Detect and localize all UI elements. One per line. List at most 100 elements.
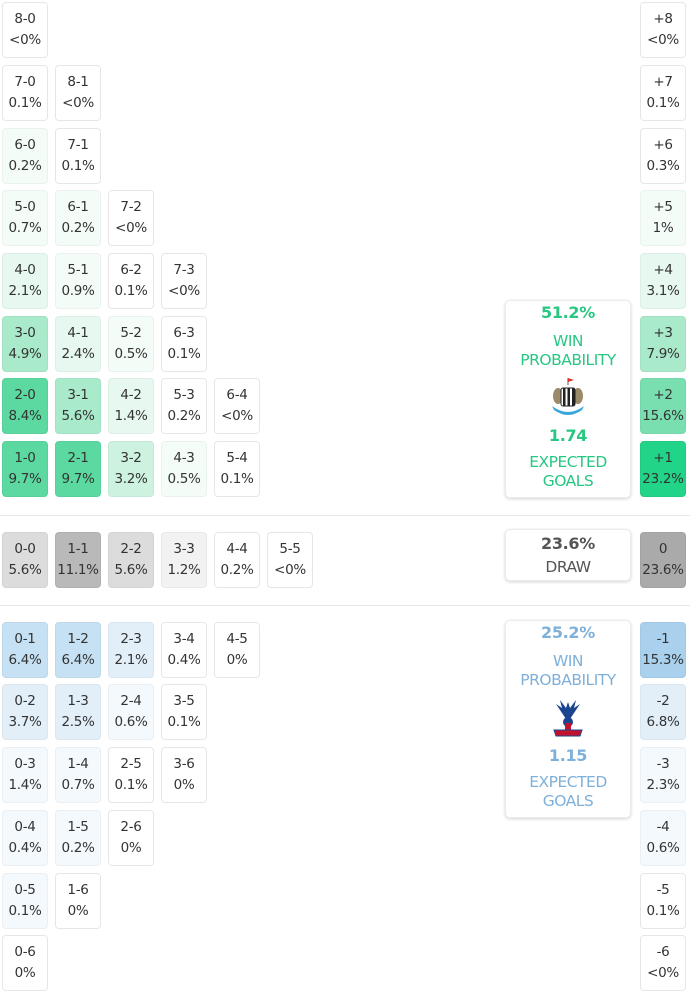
- cell-score: -1: [656, 631, 670, 647]
- cell-score: 2-5: [120, 756, 142, 772]
- cell-probability: 5.6%: [8, 562, 42, 578]
- cell-probability: 0.7%: [8, 220, 42, 236]
- home-win-score-cell: 5-3 0.2%: [161, 378, 207, 434]
- cell-probability: 0.2%: [220, 562, 254, 578]
- cell-probability: 2.1%: [114, 652, 148, 668]
- cell-probability: 0.1%: [8, 95, 42, 111]
- divider-top: [0, 515, 690, 516]
- cell-score: 1-6: [67, 882, 89, 898]
- home-xg-label-2: GOALS: [542, 472, 594, 490]
- cell-probability: 3.7%: [8, 714, 42, 730]
- home-win-score-cell: 1-0 9.7%: [2, 441, 48, 497]
- cell-score: 5-2: [120, 325, 142, 341]
- goal-margin-cell: +4 3.1%: [640, 253, 686, 309]
- draw-score-cell: 4-4 0.2%: [214, 532, 260, 588]
- home-win-score-cell: 7-1 0.1%: [55, 128, 101, 184]
- cell-score: 1-5: [67, 819, 89, 835]
- cell-score: 4-2: [120, 387, 142, 403]
- cell-score: 3-5: [173, 693, 195, 709]
- cell-score: -4: [656, 819, 670, 835]
- cell-probability: 0.2%: [8, 158, 42, 174]
- away-win-score-cell: 1-3 2.5%: [55, 684, 101, 740]
- draw-score-cell: 3-3 1.2%: [161, 532, 207, 588]
- cell-score: +5: [653, 199, 673, 215]
- cell-score: 3-2: [120, 450, 142, 466]
- cell-score: +3: [653, 325, 673, 341]
- home-xg: 1.74: [548, 426, 588, 445]
- cell-score: 1-4: [67, 756, 89, 772]
- away-win-score-cell: 0-5 0.1%: [2, 873, 48, 929]
- draw-score-cell: 1-1 11.1%: [55, 532, 101, 588]
- cell-score: 0-1: [14, 631, 36, 647]
- draw-pct: 23.6%: [540, 534, 595, 553]
- goal-margin-cell: +8 <0%: [640, 2, 686, 58]
- cell-score: 7-0: [14, 74, 36, 90]
- home-win-score-cell: 6-1 0.2%: [55, 190, 101, 246]
- cell-probability: 0%: [120, 840, 142, 856]
- goal-margin-cell: +3 7.9%: [640, 316, 686, 372]
- cell-score: 4-0: [14, 262, 36, 278]
- home-win-score-cell: 2-0 8.4%: [2, 378, 48, 434]
- away-win-score-cell: 2-3 2.1%: [108, 622, 154, 678]
- cell-probability: 0.9%: [61, 283, 95, 299]
- cell-score: +2: [653, 387, 673, 403]
- away-xg: 1.15: [548, 746, 588, 765]
- cell-probability: 0.1%: [167, 346, 201, 362]
- cell-score: 5-4: [226, 450, 248, 466]
- away-win-score-cell: 0-1 6.4%: [2, 622, 48, 678]
- cell-probability: <0%: [62, 95, 94, 111]
- away-win-score-cell: 0-2 3.7%: [2, 684, 48, 740]
- cell-score: 7-2: [120, 199, 142, 215]
- cell-probability: 15.3%: [642, 652, 684, 668]
- goal-margin-cell: +7 0.1%: [640, 65, 686, 121]
- cell-probability: 0%: [67, 903, 89, 919]
- cell-probability: 9.7%: [61, 471, 95, 487]
- cell-probability: 0.6%: [646, 840, 680, 856]
- home-win-score-cell: 4-3 0.5%: [161, 441, 207, 497]
- cell-probability: 0.6%: [114, 714, 148, 730]
- home-win-score-cell: 6-0 0.2%: [2, 128, 48, 184]
- cell-score: 5-0: [14, 199, 36, 215]
- home-win-score-cell: 8-1 <0%: [55, 65, 101, 121]
- home-win-score-cell: 7-0 0.1%: [2, 65, 48, 121]
- goal-margin-cell: 0 23.6%: [640, 532, 686, 588]
- home-win-score-cell: 7-2 <0%: [108, 190, 154, 246]
- cell-probability: 0.4%: [8, 840, 42, 856]
- home-win-score-cell: 6-3 0.1%: [161, 316, 207, 372]
- home-win-score-cell: 8-0 <0%: [2, 2, 48, 58]
- cell-probability: 0.1%: [646, 95, 680, 111]
- cell-probability: 0%: [226, 652, 248, 668]
- cell-score: 1-1: [67, 541, 89, 557]
- cell-score: 0-4: [14, 819, 36, 835]
- goal-margin-cell: +6 0.3%: [640, 128, 686, 184]
- home-win-score-cell: 3-0 4.9%: [2, 316, 48, 372]
- home-win-score-cell: 5-1 0.9%: [55, 253, 101, 309]
- home-win-score-cell: 4-0 2.1%: [2, 253, 48, 309]
- cell-score: 3-0: [14, 325, 36, 341]
- cell-score: 0-6: [14, 944, 36, 960]
- cell-score: 6-2: [120, 262, 142, 278]
- crystal-palace-crest-icon: [553, 700, 583, 737]
- away-win-score-cell: 4-5 0%: [214, 622, 260, 678]
- away-win-score-cell: 0-3 1.4%: [2, 747, 48, 803]
- cell-score: 6-0: [14, 137, 36, 153]
- goal-margin-cell: -1 15.3%: [640, 622, 686, 678]
- draw-label: DRAW: [545, 558, 591, 576]
- home-win-score-cell: 5-2 0.5%: [108, 316, 154, 372]
- home-win-score-cell: 3-2 3.2%: [108, 441, 154, 497]
- cell-probability: 11.1%: [57, 562, 99, 578]
- draw-score-cell: 0-0 5.6%: [2, 532, 48, 588]
- away-win-score-cell: 1-6 0%: [55, 873, 101, 929]
- cell-probability: <0%: [647, 965, 679, 981]
- away-win-score-cell: 0-4 0.4%: [2, 810, 48, 866]
- cell-probability: 0.2%: [167, 408, 201, 424]
- cell-score: +7: [653, 74, 673, 90]
- cell-score: -6: [656, 944, 670, 960]
- away-xg-label-2: GOALS: [542, 792, 594, 810]
- cell-score: 8-1: [67, 74, 89, 90]
- home-win-score-cell: 5-4 0.1%: [214, 441, 260, 497]
- cell-probability: 0.1%: [114, 777, 148, 793]
- cell-probability: 23.2%: [642, 471, 684, 487]
- cell-score: 0-5: [14, 882, 36, 898]
- home-win-score-cell: 4-2 1.4%: [108, 378, 154, 434]
